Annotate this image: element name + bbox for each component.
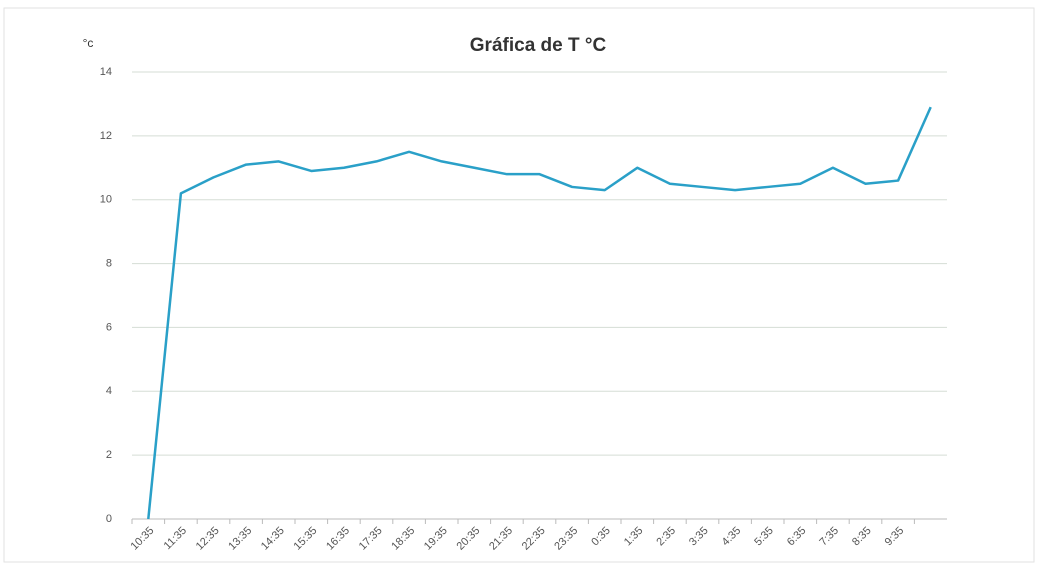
x-tick-label: 1:35 (622, 525, 646, 549)
y-tick-label: 4 (106, 385, 112, 397)
x-tick-label: 13:35 (226, 525, 254, 553)
x-tick-label: 7:35 (817, 525, 841, 549)
x-tick-label: 8:35 (850, 525, 874, 549)
x-tick-label: 0:35 (589, 525, 613, 549)
x-tick-label: 15:35 (292, 525, 320, 553)
x-tick-label: 12:35 (194, 525, 222, 553)
x-tick-label: 20:35 (455, 525, 483, 553)
y-tick-label: 8 (106, 257, 112, 269)
x-tick-label: 22:35 (520, 525, 548, 553)
x-tick-label: 4:35 (720, 525, 744, 549)
y-tick-label: 6 (106, 321, 112, 333)
x-tick-label: 17:35 (357, 525, 385, 553)
y-tick-label: 0 (106, 513, 112, 525)
x-tick-label: 19:35 (422, 525, 450, 553)
x-tick-label: 16:35 (324, 525, 352, 553)
x-tick-label: 14:35 (259, 525, 287, 553)
data-line (147, 106, 932, 520)
y-tick-label: 14 (100, 66, 112, 78)
x-tick-label: 5:35 (752, 525, 776, 549)
y-tick-label: 10 (100, 194, 112, 206)
chart-frame (3, 7, 1035, 563)
y-tick-label: 12 (100, 130, 112, 142)
x-tick-label: 6:35 (785, 525, 809, 549)
x-tick-label: 23:35 (552, 525, 580, 553)
x-tick-label: 18:35 (389, 525, 417, 553)
x-tick-label: 21:35 (487, 525, 515, 553)
x-tick-label: 3:35 (687, 525, 711, 549)
y-axis-label: °c (83, 36, 94, 50)
x-tick-label: 10:35 (129, 525, 157, 553)
y-tick-label: 2 (106, 449, 112, 461)
chart-title: Gráfica de T °C (470, 35, 607, 56)
x-tick-label: 9:35 (883, 525, 907, 549)
x-tick-label: 2:35 (654, 525, 678, 549)
x-tick-label: 11:35 (162, 525, 189, 552)
